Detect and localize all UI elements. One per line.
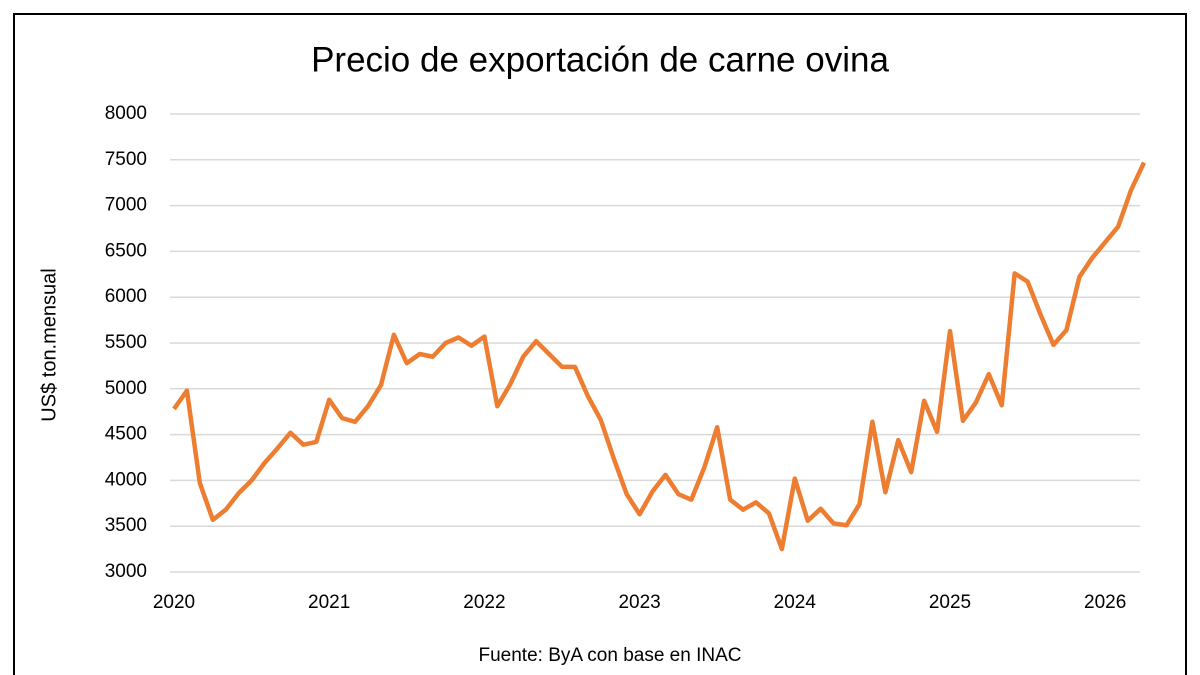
y-tick-label: 3500 <box>105 515 147 536</box>
x-tick-label: 2022 <box>463 592 505 613</box>
y-tick-label: 6000 <box>105 286 147 307</box>
y-axis-label: US$ ton.mensual <box>38 268 60 421</box>
x-tick-label: 2023 <box>618 592 660 613</box>
y-tick-label: 6500 <box>105 240 147 261</box>
y-tick-label: 7000 <box>105 195 147 216</box>
y-tick-label: 5000 <box>105 378 147 399</box>
x-tick-label: 2024 <box>774 592 817 613</box>
source-note: Fuente: ByA con base en INAC <box>479 645 742 666</box>
x-tick-label: 2021 <box>308 592 350 613</box>
y-tick-label: 7500 <box>105 149 147 170</box>
x-tick-label: 2020 <box>153 592 195 613</box>
y-tick-label: 4500 <box>105 424 147 445</box>
y-tick-label: 8000 <box>105 103 147 124</box>
x-tick-label: 2025 <box>929 592 971 613</box>
y-tick-label: 3000 <box>105 561 147 582</box>
y-tick-label: 4000 <box>105 469 147 490</box>
chart-frame <box>13 13 1187 675</box>
chart-title: Precio de exportación de carne ovina <box>311 40 889 79</box>
data-line <box>172 161 1147 552</box>
x-tick-label: 2026 <box>1084 592 1126 613</box>
y-tick-label: 5500 <box>105 332 147 353</box>
